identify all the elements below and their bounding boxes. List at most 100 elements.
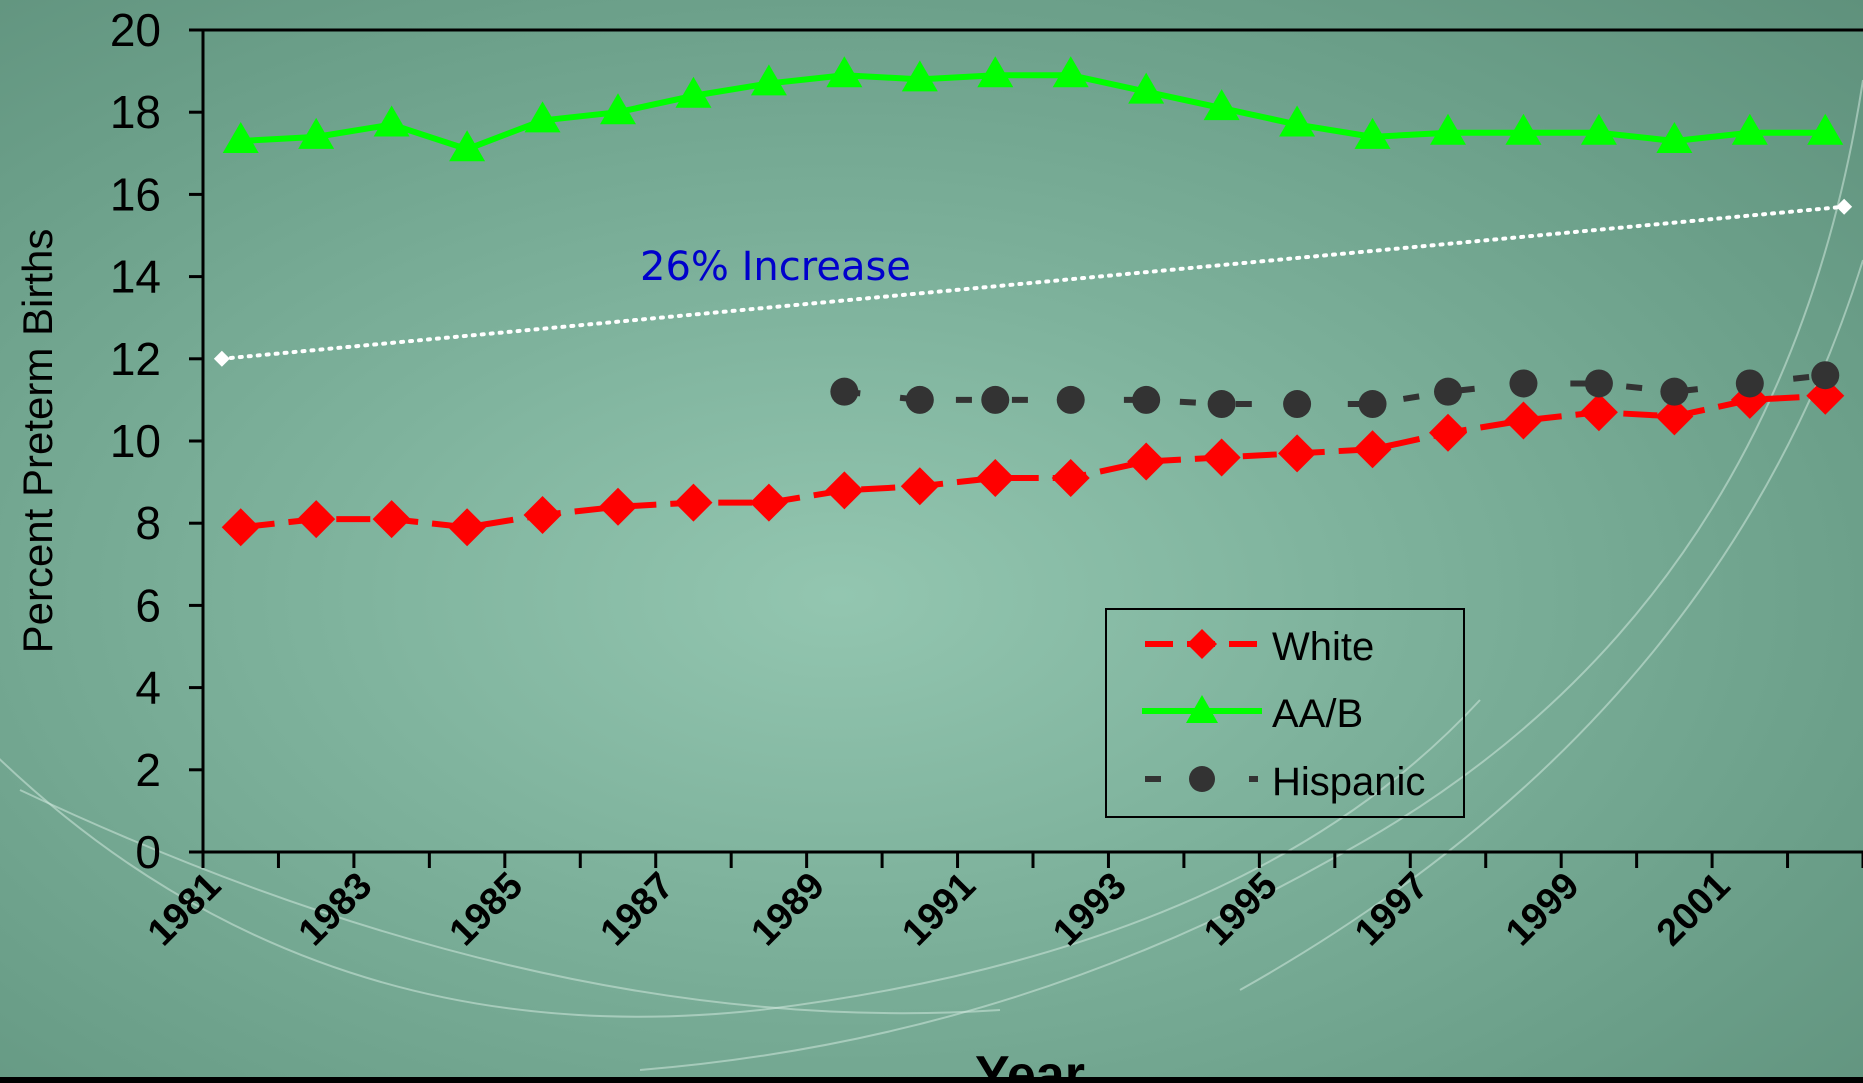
data-point-diamond	[372, 500, 411, 539]
data-point-diamond	[674, 483, 713, 522]
data-point-triangle	[1656, 121, 1693, 153]
bottom-bar	[0, 1077, 1863, 1083]
axes	[201, 28, 1863, 854]
legend-marker-diamond	[1187, 629, 1217, 659]
legend-entry-white: White	[1145, 625, 1374, 669]
y-tick-label: 12	[110, 333, 161, 385]
data-point-circle	[1660, 377, 1689, 406]
y-tick-label: 16	[110, 168, 161, 220]
trendline-group	[213, 198, 1853, 367]
data-point-circle	[1132, 385, 1161, 414]
data-point-diamond	[749, 483, 788, 522]
data-point-triangle	[826, 56, 863, 88]
data-point-circle	[1207, 390, 1236, 419]
data-point-circle	[1735, 369, 1764, 398]
y-tick-label: 6	[135, 579, 161, 631]
data-point-diamond	[1579, 393, 1618, 432]
x-axis-ticks: 1981 1983 1985 1987 1989 1991 1993 1995 1997 1999…	[140, 852, 1863, 954]
y-axis-label: Percent Preterm Births	[14, 229, 61, 654]
y-tick-label: 8	[135, 497, 161, 549]
legend-entry-aab: AA/B	[1142, 692, 1363, 736]
series-white	[221, 376, 1845, 547]
legend-marker-triangle	[1186, 695, 1218, 723]
x-tick-label: 1989	[744, 865, 833, 954]
x-tick-label: 2001	[1649, 865, 1738, 954]
data-point-triangle	[1052, 56, 1089, 88]
data-point-triangle	[901, 60, 938, 92]
data-point-triangle	[373, 105, 410, 137]
data-point-diamond	[1655, 397, 1694, 436]
data-point-circle	[1509, 369, 1538, 398]
data-point-triangle	[675, 76, 712, 108]
data-point-diamond	[976, 458, 1015, 497]
series-group	[221, 56, 1845, 547]
legend-label-aab: AA/B	[1272, 692, 1363, 736]
data-point-circle	[1811, 361, 1840, 390]
x-tick-label: 1983	[291, 865, 380, 954]
data-point-triangle	[222, 121, 259, 153]
data-point-triangle	[524, 101, 561, 133]
series-line-white	[240, 392, 1826, 531]
data-point-circle	[1056, 385, 1085, 414]
data-point-triangle	[1807, 113, 1844, 145]
series-hispanic	[830, 361, 1840, 419]
data-point-triangle	[1279, 105, 1316, 137]
x-tick-label: 1981	[140, 865, 229, 954]
data-point-diamond	[1278, 434, 1317, 473]
x-tick-label: 1995	[1196, 865, 1285, 954]
data-point-triangle	[1430, 113, 1466, 145]
data-point-diamond	[1051, 458, 1090, 497]
data-point-circle	[1584, 369, 1613, 398]
data-point-triangle	[298, 117, 335, 149]
data-point-circle	[1434, 377, 1462, 406]
data-point-diamond	[1504, 401, 1543, 440]
legend-label-hispanic: Hispanic	[1272, 760, 1425, 804]
data-point-triangle	[1354, 117, 1391, 149]
data-point-diamond	[297, 500, 336, 539]
data-point-diamond	[599, 487, 637, 526]
x-tick-label: 1993	[1045, 865, 1134, 954]
data-point-diamond	[1202, 438, 1241, 477]
data-point-circle	[830, 377, 859, 406]
data-point-circle	[981, 385, 1010, 414]
annotation-text: 26% Increase	[640, 244, 911, 290]
data-point-triangle	[1203, 89, 1240, 121]
series-line-aab	[240, 72, 1826, 153]
data-point-diamond	[1127, 442, 1166, 481]
legend: White AA/B Hispanic	[1105, 608, 1465, 818]
x-tick-label: 1985	[442, 865, 531, 954]
data-point-circle	[1283, 390, 1312, 419]
trendline-start-marker	[213, 350, 230, 367]
y-tick-label: 10	[110, 415, 161, 467]
x-tick-label: 1987	[593, 865, 682, 954]
data-point-diamond	[1429, 413, 1467, 452]
legend-box	[1105, 608, 1465, 818]
data-point-triangle	[449, 130, 486, 162]
data-point-triangle	[1128, 72, 1165, 104]
legend-label-white: White	[1272, 625, 1374, 669]
data-point-triangle	[1731, 113, 1768, 145]
series-aab	[222, 56, 1844, 162]
data-point-triangle	[750, 64, 787, 96]
y-tick-label: 14	[110, 251, 161, 303]
data-point-triangle	[977, 56, 1014, 88]
data-point-triangle	[600, 93, 636, 125]
trendline	[219, 204, 1847, 361]
data-point-diamond	[900, 467, 939, 506]
trendline-end-marker	[1836, 198, 1853, 215]
y-tick-label: 2	[135, 744, 161, 796]
data-point-diamond	[825, 471, 864, 510]
legend-entry-hispanic: Hispanic	[1145, 760, 1425, 804]
x-tick-label: 1997	[1347, 865, 1436, 954]
data-point-diamond	[221, 508, 260, 547]
data-point-circle	[905, 385, 934, 414]
data-point-triangle	[1505, 113, 1542, 145]
legend-marker-circle	[1189, 766, 1215, 792]
y-tick-label: 18	[110, 86, 161, 138]
data-point-diamond	[1353, 430, 1392, 469]
x-axis-label: Year	[975, 1046, 1085, 1083]
y-tick-label: 20	[110, 4, 161, 56]
data-point-diamond	[523, 495, 562, 534]
y-axis-ticks: 0 2 4 6 8 10 12 14 16 18 20	[110, 4, 203, 878]
